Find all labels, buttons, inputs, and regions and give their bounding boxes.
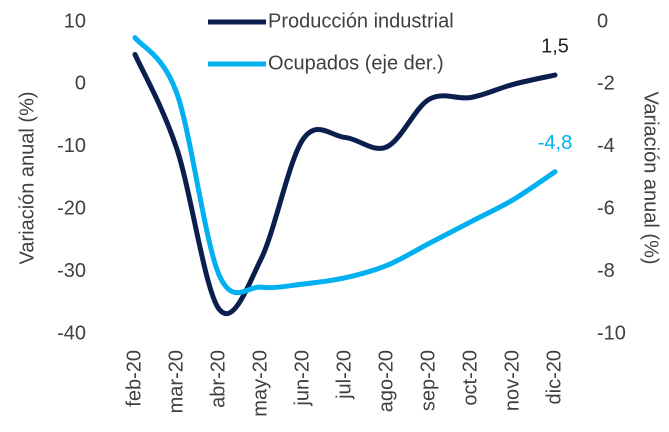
- x-tick-label: jul-20: [333, 350, 355, 400]
- y2-tick-label: -6: [597, 197, 615, 219]
- x-tick-label: abr-20: [207, 350, 229, 408]
- data-label: -4,8: [538, 132, 572, 154]
- y2-tick-label: -4: [597, 135, 615, 157]
- legend-label: Ocupados (eje der.): [268, 52, 444, 74]
- data-label: 1,5: [541, 35, 569, 57]
- y-tick-label: 0: [75, 73, 86, 95]
- y-tick-label: 10: [64, 10, 86, 32]
- y-tick-label: -40: [57, 322, 86, 344]
- y2-tick-label: 0: [597, 10, 608, 32]
- line: [132, 35, 558, 296]
- x-tick-label: mar-20: [165, 350, 187, 413]
- x-tick-label: ago-20: [375, 350, 397, 412]
- x-tick-label: oct-20: [459, 350, 481, 406]
- x-tick-label: jun-20: [291, 350, 313, 407]
- y2-axis-label: Variación anual (%): [640, 91, 662, 264]
- x-tick-label: sep-20: [417, 350, 439, 411]
- y2-tick-label: -10: [597, 322, 626, 344]
- x-tick-label: dic-20: [543, 350, 565, 404]
- y-tick-label: -30: [57, 260, 86, 282]
- line: [132, 51, 558, 317]
- y2-tick-label: -2: [597, 73, 615, 95]
- x-tick-label: feb-20: [123, 350, 145, 407]
- y2-tick-label: -8: [597, 260, 615, 282]
- y-axis-label: Variación anual (%): [16, 91, 38, 264]
- x-tick-label: nov-20: [501, 350, 523, 411]
- y-tick-label: -20: [57, 197, 86, 219]
- legend-label: Producción industrial: [268, 10, 454, 32]
- x-tick-label: may-20: [249, 350, 271, 417]
- y-tick-label: -10: [57, 135, 86, 157]
